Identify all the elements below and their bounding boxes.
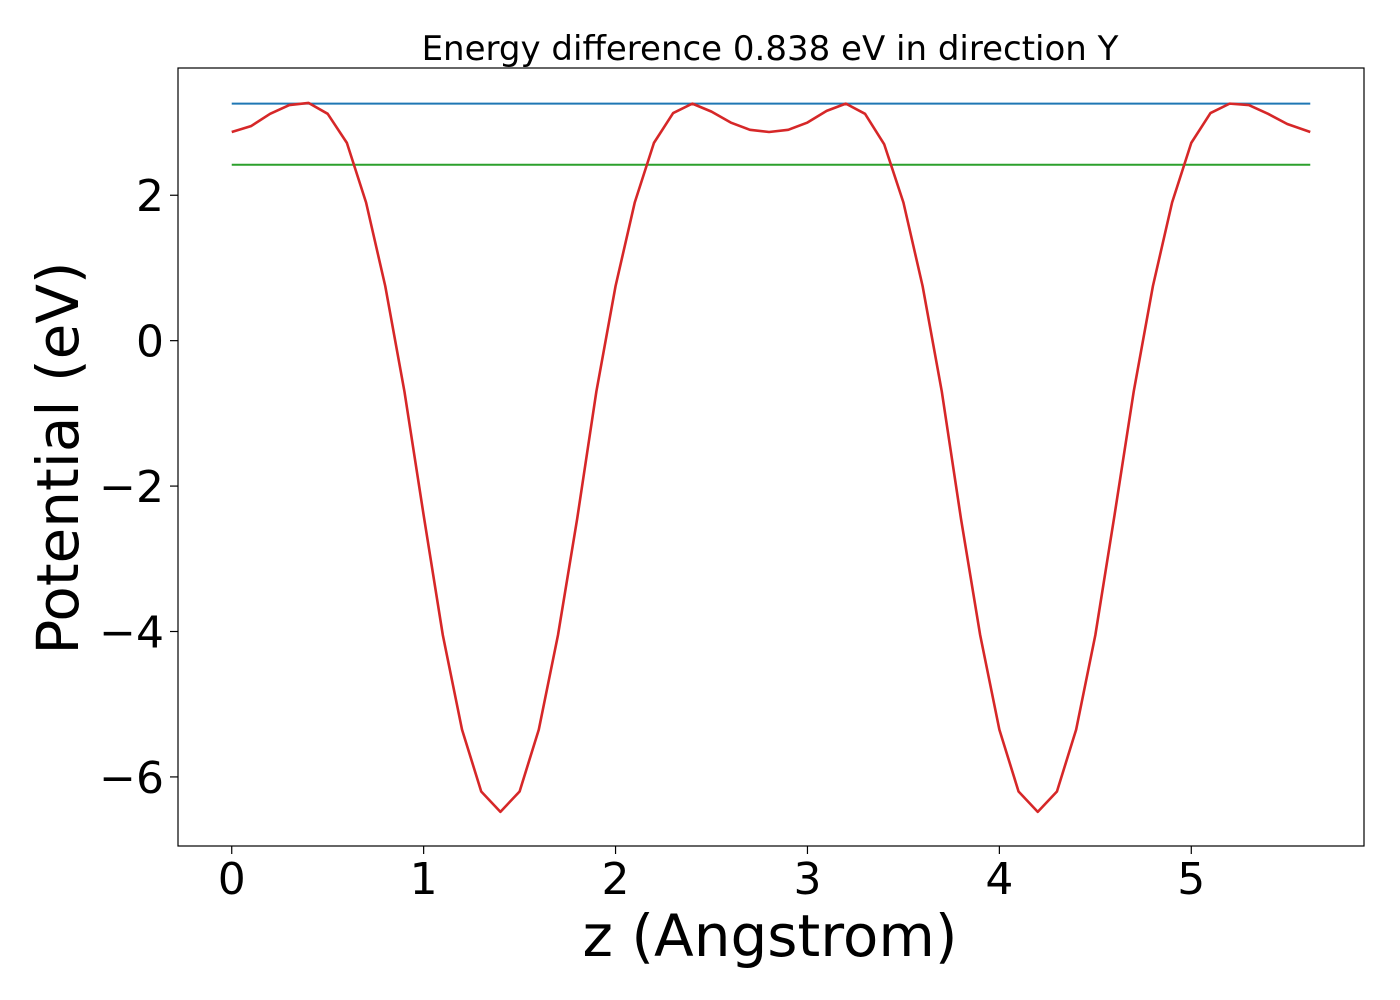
x-tick-label: 1	[410, 854, 438, 905]
x-axis-label: z (Angstrom)	[583, 902, 958, 970]
x-tick-label: 2	[602, 854, 630, 905]
x-tick-label: 0	[218, 854, 246, 905]
x-tick-label: 4	[985, 854, 1013, 905]
y-tick-label: 0	[136, 317, 164, 368]
chart-title: Energy difference 0.838 eV in direction …	[422, 29, 1119, 69]
x-tick-label: 5	[1177, 854, 1205, 905]
x-tick-label: 3	[793, 854, 821, 905]
labels-layer: Energy difference 0.838 eV in direction …	[24, 29, 1119, 970]
series-layer	[231, 101, 1311, 814]
y-tick-label: 2	[136, 171, 164, 222]
axes-layer: 0 1 2 3 4 5 −6 −4 −2 0 2	[99, 67, 1365, 905]
y-axis-label: Potential (eV)	[24, 261, 92, 654]
series-line-potential	[231, 101, 1311, 814]
y-tick-label: −4	[99, 608, 164, 659]
y-tick-label: −6	[99, 753, 164, 804]
plot-frame	[177, 67, 1365, 847]
y-tick-label: −2	[99, 462, 164, 513]
